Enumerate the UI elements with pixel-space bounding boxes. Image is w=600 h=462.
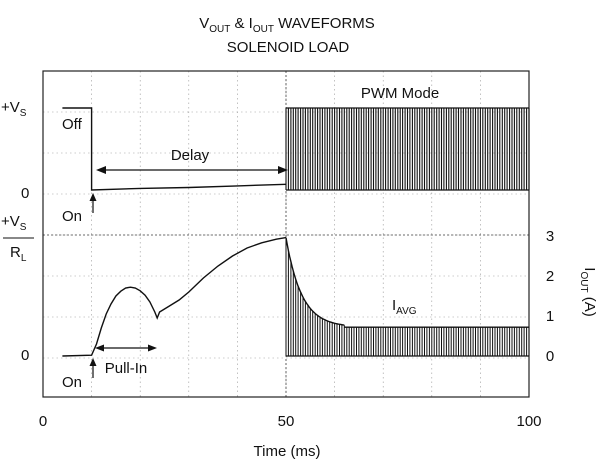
pwm-mode-label: PWM Mode <box>361 85 439 102</box>
x-axis-label: Time (ms) <box>254 443 321 460</box>
iout-tick-label: 1 <box>546 308 554 325</box>
title-v-sub: OUT <box>209 24 230 35</box>
iavg-label: IAVG <box>392 297 417 317</box>
iout-tick-label: 3 <box>546 228 554 245</box>
title-v: V <box>199 15 209 32</box>
pwm-mode-iout <box>285 237 530 357</box>
x-tick-label: 0 <box>39 413 47 430</box>
iout-fraction-denominator: RL <box>10 244 27 264</box>
iout-tick-label: 2 <box>546 268 554 285</box>
vout-trace <box>62 107 287 191</box>
off-label: Off <box>62 116 83 133</box>
iout-tick-label: 0 <box>546 348 554 365</box>
plot-frame <box>42 70 530 398</box>
delay-arrow-right <box>278 166 288 174</box>
pull-in-label: Pull-In <box>105 360 148 377</box>
vout-high-label: +VS <box>1 99 27 119</box>
pwm-mode-vout <box>285 107 530 191</box>
x-tick-label: 50 <box>278 413 295 430</box>
on-label-bottom: On <box>62 374 82 391</box>
on-arrow-bottom-head <box>89 358 97 366</box>
pwm-top-bars <box>285 108 530 190</box>
pull-in-arrow-left <box>95 344 104 352</box>
chart-title-line1: VOUT & IOUT WAVEFORMS <box>199 15 375 35</box>
vout-zero-label: 0 <box>21 185 29 202</box>
iout-y-ticks: 0 1 2 3 <box>546 228 554 365</box>
title-waveforms: WAVEFORMS <box>274 15 375 32</box>
x-ticks: 0 50 100 <box>39 413 542 430</box>
pull-in-arrow-right <box>148 344 157 352</box>
x-tick-label: 100 <box>516 413 541 430</box>
iout-axis-label: IOUT (A) <box>578 267 598 316</box>
iout-zero-label: 0 <box>21 347 29 364</box>
chart-title-line2: SOLENOID LOAD <box>227 39 350 56</box>
iout-ripple-bars <box>285 237 530 356</box>
iout-decay-envelope <box>285 237 345 326</box>
on-arrow-top-head <box>89 193 97 201</box>
delay-label: Delay <box>171 147 210 164</box>
iout-fraction-numerator: +VS <box>1 213 27 233</box>
iout-trace <box>62 236 287 357</box>
on-label-top: On <box>62 208 82 225</box>
title-i-sub: OUT <box>253 24 274 35</box>
delay-arrow-left <box>96 166 106 174</box>
title-amp-i: & I <box>230 15 253 32</box>
